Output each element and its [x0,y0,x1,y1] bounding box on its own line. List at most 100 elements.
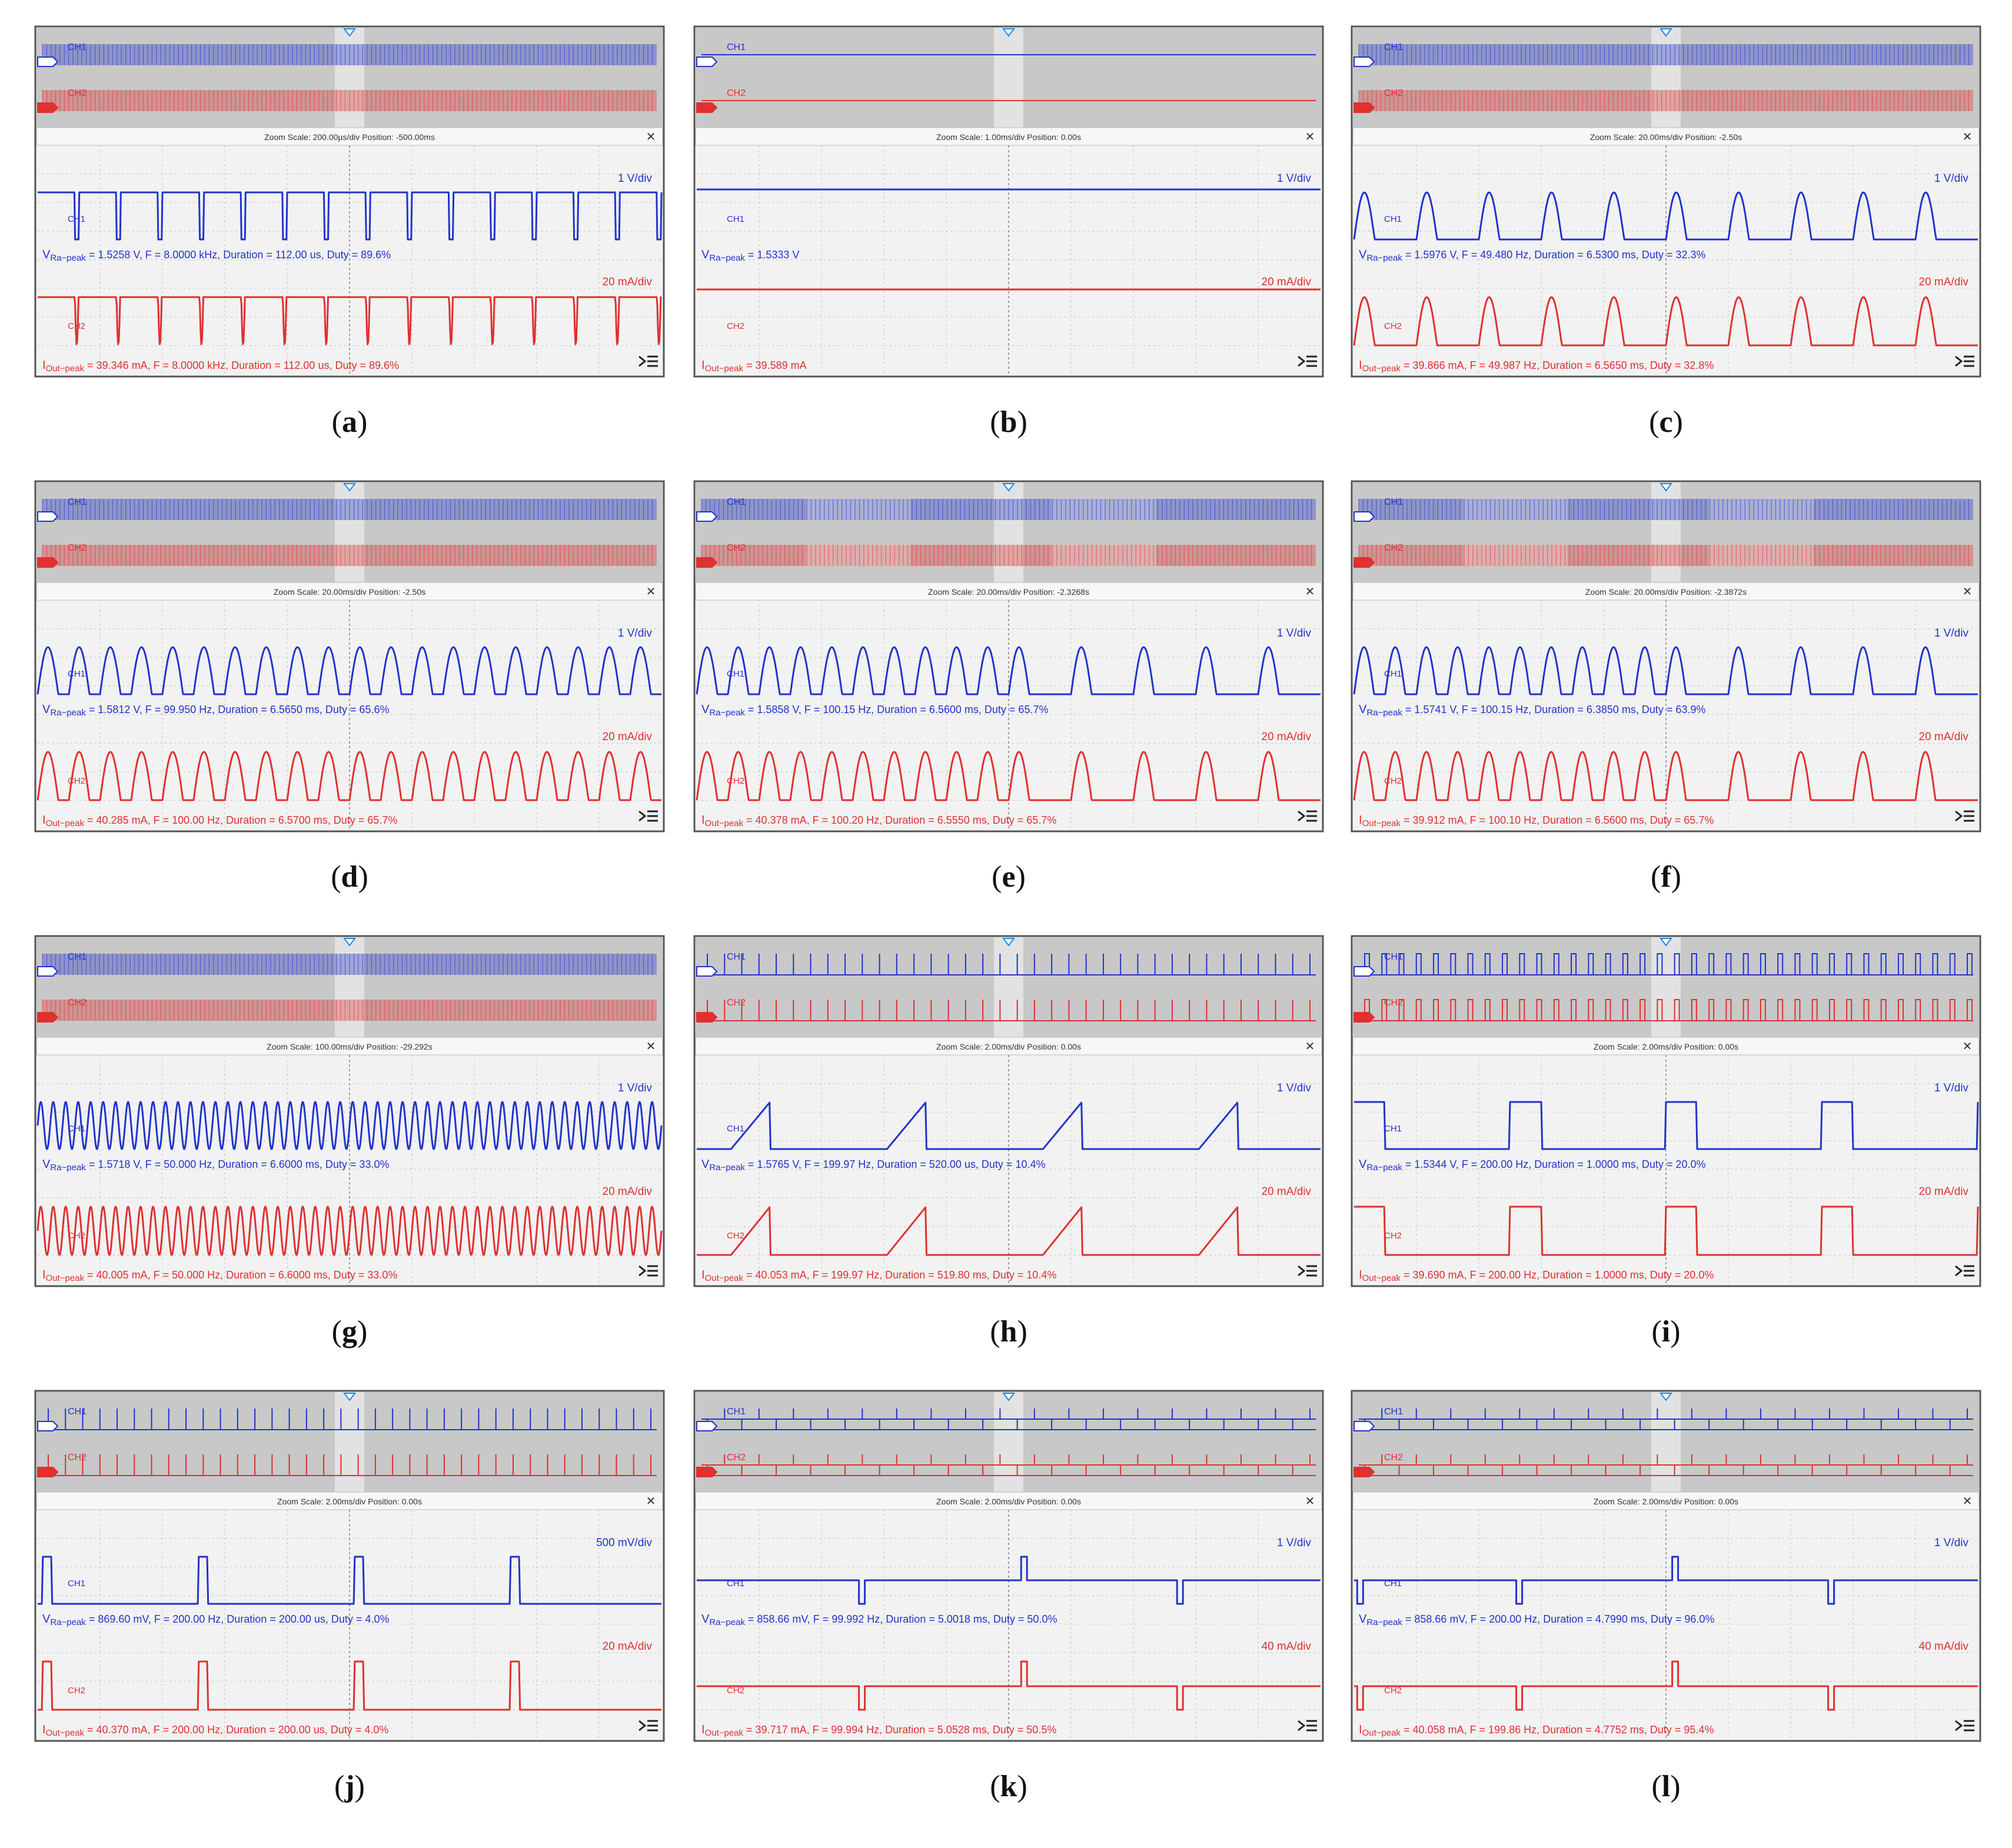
channel-2-marker[interactable] [696,102,718,113]
close-icon[interactable]: ✕ [1963,1495,1973,1508]
ch2-scale-label: 20 mA/div [603,1640,653,1653]
overview-trace-lines [42,1409,657,1430]
overview-trace-lines [42,1000,653,1021]
channel-1-marker[interactable] [37,966,59,977]
ch1-meas-subscript: Ra−peak [709,253,745,263]
ch2-meas-symbol: I [1359,359,1362,372]
channel-1-marker[interactable] [696,966,718,977]
caption-letter: a [342,405,357,439]
menu-icon[interactable] [1955,1720,1974,1732]
trigger-marker[interactable] [343,483,356,492]
ch2-meas-symbol: I [42,1268,46,1281]
ch1-measurement: VRa−peak = 1.5344 V, F = 200.00 Hz, Dura… [1359,1158,1705,1173]
close-icon[interactable]: ✕ [646,585,656,598]
ch2-meas-values: = 39.589 mA [743,359,807,371]
channel-2-marker[interactable] [37,557,59,568]
trigger-marker[interactable] [1002,1393,1015,1401]
zoom-header-bar [36,582,663,601]
overview-trace-lines [701,954,1316,975]
ch1-zoom-label: CH1 [727,214,744,224]
trigger-marker[interactable] [1660,483,1672,492]
trigger-marker[interactable] [1002,938,1015,947]
menu-icon[interactable] [1955,1265,1974,1277]
channel-2-marker[interactable] [37,102,59,113]
channel-1-marker[interactable] [37,511,59,522]
menu-icon[interactable] [638,810,658,822]
channel-2-marker[interactable] [696,1467,718,1477]
overview-ch2-label: CH2 [727,1453,746,1463]
menu-icon[interactable] [1298,810,1317,822]
trigger-marker[interactable] [343,28,356,37]
channel-1-marker[interactable] [1353,56,1375,67]
channel-1-marker[interactable] [696,1421,718,1431]
channel-2-marker[interactable] [696,1012,718,1023]
overview-band-gap [1463,545,1568,566]
ch2-measurement: IOut−peak = 39.912 mA, F = 100.10 Hz, Du… [1359,814,1714,828]
close-icon[interactable]: ✕ [1963,1040,1973,1053]
channel-1-marker[interactable] [1353,966,1375,977]
trigger-marker[interactable] [1002,28,1015,37]
ch1-meas-symbol: V [701,703,710,716]
channel-2-marker[interactable] [1353,1012,1375,1023]
channel-1-marker[interactable] [37,56,59,67]
close-icon[interactable]: ✕ [1963,585,1973,598]
panel-a: CH1 CH2 Zoom Scale: 200.00µs/div Position:… [34,25,665,378]
channel-1-marker[interactable] [696,511,718,522]
ch2-meas-symbol: I [701,1268,705,1281]
channel-2-marker[interactable] [696,557,718,568]
panel-j: CH1 CH2 Zoom Scale: 2.00ms/div Position: 0… [34,1390,665,1742]
ch1-meas-symbol: V [42,703,51,716]
trigger-marker[interactable] [1660,938,1672,947]
channel-2-marker[interactable] [1353,1467,1375,1477]
menu-icon[interactable] [1955,355,1974,367]
ch1-scale-label: 1 V/div [1934,1537,1969,1549]
channel-1-marker[interactable] [1353,1421,1375,1431]
close-icon[interactable]: ✕ [646,1040,656,1053]
zoom-header-text: Zoom Scale: 200.00µs/div Position: -500.… [264,132,435,142]
close-icon[interactable]: ✕ [1305,1495,1315,1508]
trigger-marker[interactable] [343,1393,356,1401]
ch2-meas-subscript: Out−peak [46,818,85,828]
channel-2-marker[interactable] [37,1012,59,1023]
menu-icon[interactable] [1955,810,1974,822]
overview-ch2-label: CH2 [1384,88,1403,98]
caption-letter: g [342,1315,357,1348]
channel-1-marker[interactable] [696,56,718,67]
ch1-scale-label: 1 V/div [1934,627,1969,640]
close-icon[interactable]: ✕ [1963,131,1973,144]
ch1-scale-label: 1 V/div [1277,1537,1312,1549]
menu-icon[interactable] [1298,1265,1317,1277]
menu-icon[interactable] [638,1720,658,1732]
menu-icon[interactable] [638,1265,658,1277]
overview-zoom-window [1651,482,1681,582]
ch2-meas-subscript: Out−peak [705,364,744,374]
caption-letter: h [1000,1315,1017,1348]
channel-2-marker[interactable] [37,1467,59,1477]
trigger-marker[interactable] [343,938,356,947]
trigger-marker[interactable] [1660,1393,1672,1401]
channel-1-marker[interactable] [1353,511,1375,522]
overview-zoom-window [335,28,364,128]
overview-trace-lines [701,1409,1316,1430]
close-icon[interactable]: ✕ [646,1495,656,1508]
ch2-trace [36,751,662,801]
ch2-meas-subscript: Out−peak [46,1728,85,1738]
close-icon[interactable]: ✕ [646,131,656,144]
overview-trace-lines [42,44,653,65]
zoom-header-text: Zoom Scale: 2.00ms/div Position: 0.00s [1594,1042,1738,1051]
trigger-marker[interactable] [1002,483,1015,492]
menu-icon[interactable] [638,355,658,367]
overview-ch2-label: CH2 [727,88,746,98]
close-icon[interactable]: ✕ [1305,131,1315,144]
caption-letter: l [1661,1770,1671,1803]
menu-icon[interactable] [1298,1720,1317,1732]
channel-2-marker[interactable] [1353,102,1375,113]
channel-1-marker[interactable] [37,1421,59,1431]
close-icon[interactable]: ✕ [1305,1040,1315,1053]
close-icon[interactable]: ✕ [1305,585,1315,598]
zoom-header-text: Zoom Scale: 2.00ms/div Position: 0.00s [936,1497,1081,1506]
channel-2-marker[interactable] [1353,557,1375,568]
menu-icon[interactable] [1298,355,1317,367]
trigger-marker[interactable] [1660,28,1672,37]
ch2-scale-label: 20 mA/div [1262,1186,1312,1198]
